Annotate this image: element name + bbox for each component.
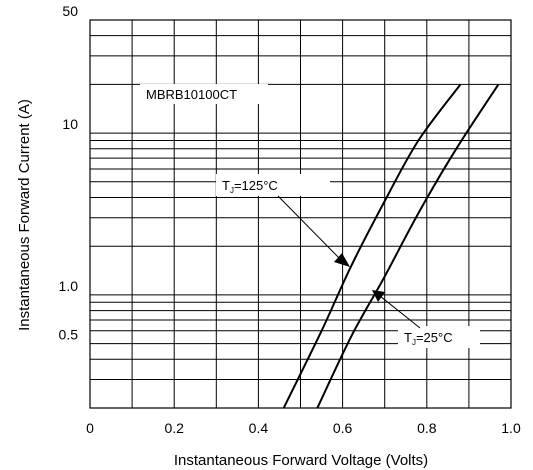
tj25-label-background bbox=[398, 326, 480, 348]
plot-frame bbox=[89, 19, 512, 409]
y-axis-label: Instantaneous Forward Current (A) bbox=[16, 99, 33, 331]
tj125-label: TJ=125°C bbox=[222, 178, 278, 195]
y-tick-label: 50 bbox=[62, 3, 78, 19]
series-line-125c bbox=[282, 83, 462, 409]
y-tick-label: 0.5 bbox=[59, 327, 79, 343]
y-tick-label: 1.0 bbox=[59, 278, 79, 294]
x-tick-label: 0.2 bbox=[164, 420, 184, 436]
series-line-25c bbox=[316, 83, 500, 409]
x-tick-label: 0.4 bbox=[249, 420, 269, 436]
tj25-label: TJ=25°C bbox=[404, 330, 453, 347]
tj125-arrow-line bbox=[277, 195, 344, 263]
tj25-arrowhead bbox=[372, 290, 385, 302]
x-tick-label: 1.0 bbox=[501, 420, 521, 436]
tj25-arrow-line bbox=[379, 295, 421, 329]
x-tick-label: 0.8 bbox=[417, 420, 437, 436]
x-tick-label: 0 bbox=[86, 420, 94, 436]
tj125-label-background bbox=[216, 174, 330, 196]
series-group bbox=[282, 83, 500, 409]
grid bbox=[90, 20, 512, 408]
tj125-arrowhead bbox=[334, 253, 350, 267]
x-axis-label: Instantaneous Forward Voltage (Volts) bbox=[174, 452, 428, 469]
part-number-label: MBRB10100CT bbox=[146, 87, 237, 102]
part-label-background bbox=[140, 84, 268, 104]
y-tick-label: 10 bbox=[62, 116, 78, 132]
x-tick-label: 0.6 bbox=[333, 420, 353, 436]
tick-labels: 0 0.2 0.4 0.6 0.8 1.0 0.5 1.0 10 50 bbox=[59, 3, 521, 436]
